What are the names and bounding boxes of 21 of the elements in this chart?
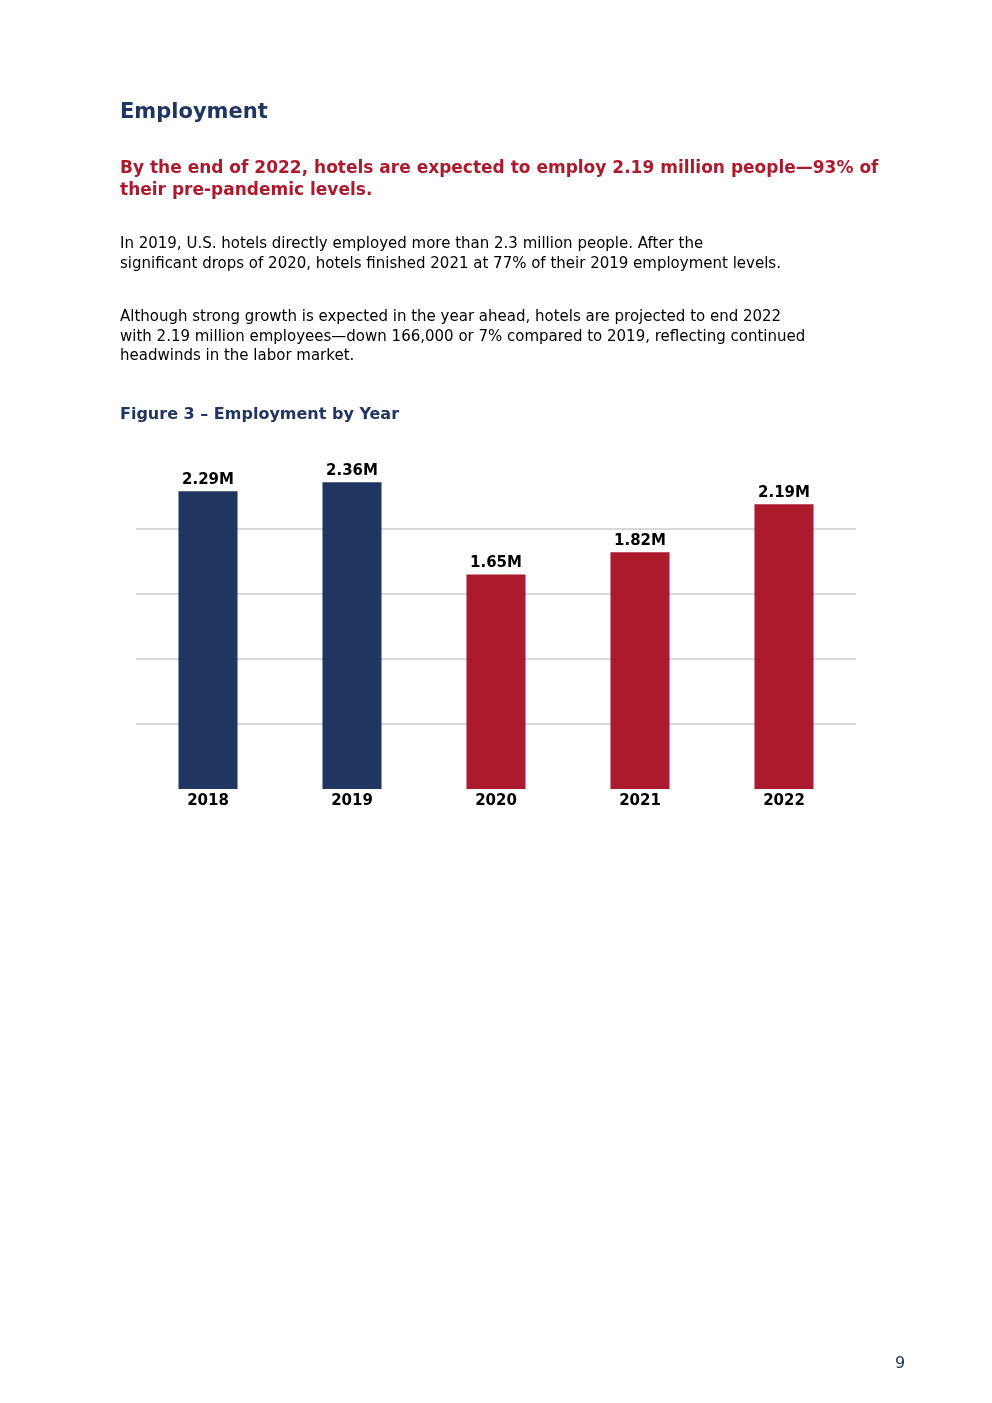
text: 9 — [895, 1353, 906, 1372]
x-tick-label: 2022 — [763, 791, 805, 809]
bar — [322, 482, 382, 789]
x-tick-label: 2018 — [187, 791, 229, 809]
data-label: 2.19M — [758, 483, 810, 502]
chart-title: Employment — [120, 99, 268, 123]
bar — [610, 552, 670, 789]
text: In 2019, U.S. hotels directly employed more than 2.3 million people. After the significant drops of 2020, hotels finished 2021 at 77% of their 2019 employment levels. — [120, 234, 781, 272]
caption: Figure 3 – Employment by Year — [120, 404, 400, 423]
x-tick-label: 2020 — [475, 791, 517, 809]
bar — [754, 504, 814, 789]
data-label: 1.65M — [470, 553, 522, 572]
data-label: 2.29M — [182, 470, 234, 489]
x-tick-label: 2019 — [331, 791, 373, 809]
bar — [178, 491, 238, 789]
chart-subtitle: By the end of 2022, hotels are expected to employ 2.19 million people—93% of their pre-pandemic levels. — [120, 157, 880, 200]
data-label: 2.36M — [326, 461, 378, 480]
x-tick-label: 2021 — [619, 791, 661, 809]
text: Although strong growth is expected in the year ahead, hotels are projected to end 2022 with 2.19 million employees—down 166,000 or 7% compared to 2019, reflecting continued headwinds in the labor market. — [120, 307, 806, 364]
data-label: 1.82M — [614, 531, 666, 550]
bar — [466, 574, 526, 789]
